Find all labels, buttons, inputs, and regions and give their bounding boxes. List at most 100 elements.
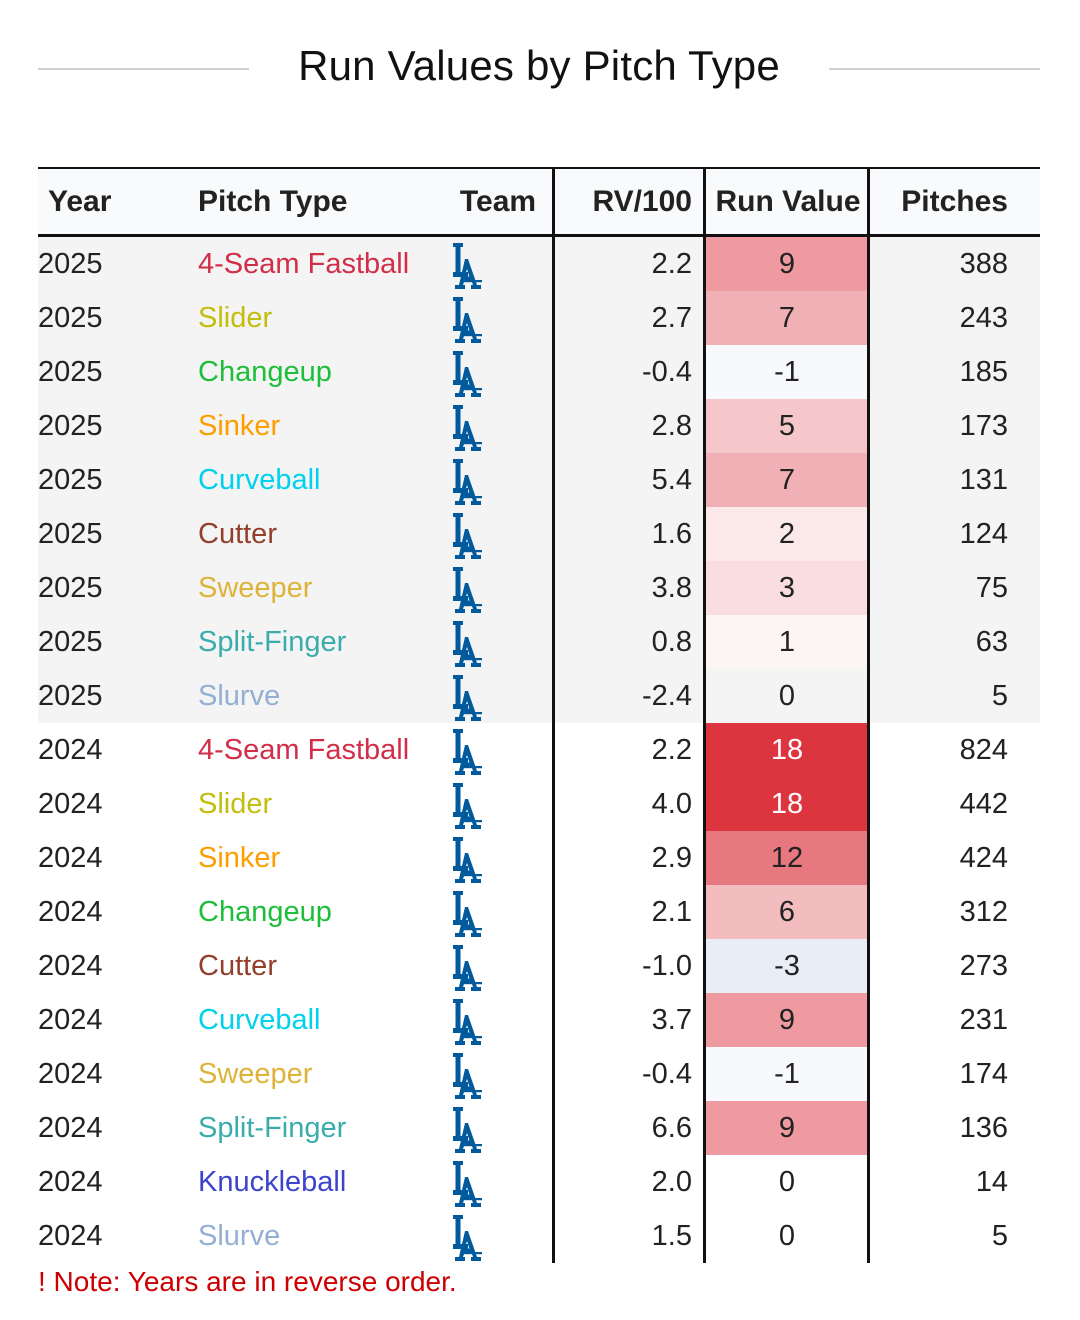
column-divider-run-value	[703, 169, 706, 1263]
table-row: 2025 Slider 2.7 7 243	[38, 291, 1040, 345]
cell-run-value: 3	[706, 561, 868, 615]
cell-run-value: -3	[706, 939, 868, 993]
cell-run-value: -1	[706, 345, 868, 399]
table-row: 2025 Split-Finger 0.8 1 63	[38, 615, 1040, 669]
table-row: 2024 Slurve 1.5 0 5	[38, 1209, 1040, 1263]
header-run-value[interactable]: Run Value	[715, 185, 861, 218]
cell-pitch-type: Slider	[198, 302, 273, 334]
cell-year: 2025	[38, 302, 103, 334]
chart-title: Run Values by Pitch Type	[298, 42, 780, 89]
reverse-order-note: ! Note: Years are in reverse order.	[38, 1266, 457, 1297]
table-top-rule	[38, 167, 1040, 169]
cell-pitch-type: Sinker	[198, 842, 281, 874]
cell-pitch-type: 4-Seam Fastball	[198, 734, 410, 766]
table-row: 2025 Slurve -2.4 0 5	[38, 669, 1040, 723]
cell-year: 2024	[38, 788, 103, 820]
cell-pitches: 136	[959, 1112, 1008, 1144]
table-row: 2024 Changeup 2.1 6 312	[38, 885, 1040, 939]
cell-run-value: 5	[706, 399, 868, 453]
cell-rv100: 2.1	[651, 896, 692, 928]
cell-year: 2024	[38, 1058, 103, 1090]
cell-rv100: 2.9	[651, 842, 692, 874]
title-rule-left	[38, 68, 249, 70]
cell-run-value: 6	[706, 885, 868, 939]
cell-rv100: 1.5	[651, 1220, 692, 1252]
cell-pitch-type: Slider	[198, 788, 273, 820]
table-row: 2025 Sweeper 3.8 3 75	[38, 561, 1040, 615]
la-dodgers-logo-icon	[446, 402, 488, 452]
table-row: 2025 4-Seam Fastball 2.2 9 388	[38, 237, 1040, 291]
cell-rv100: 2.7	[651, 302, 692, 334]
cell-pitches: 824	[959, 734, 1008, 766]
table-row: 2025 Cutter 1.6 2 124	[38, 507, 1040, 561]
la-dodgers-logo-icon	[446, 780, 488, 830]
la-dodgers-logo-icon	[446, 1050, 488, 1100]
cell-run-value: 7	[706, 291, 868, 345]
title-rule-right	[829, 68, 1040, 70]
cell-pitch-type: Cutter	[198, 518, 277, 550]
title-row: Run Values by Pitch Type	[38, 36, 1040, 102]
table-row: 2024 Sinker 2.9 12 424	[38, 831, 1040, 885]
table-row: 2024 4-Seam Fastball 2.2 18 824	[38, 723, 1040, 777]
cell-year: 2025	[38, 248, 103, 280]
cell-rv100: 4.0	[651, 788, 692, 820]
cell-rv100: 2.0	[651, 1166, 692, 1198]
column-divider-pitches	[867, 169, 870, 1263]
cell-run-value: 18	[706, 723, 868, 777]
la-dodgers-logo-icon	[446, 888, 488, 938]
cell-run-value: 1	[706, 615, 868, 669]
cell-run-value: 9	[706, 993, 868, 1047]
cell-run-value: 18	[706, 777, 868, 831]
cell-rv100: 0.8	[651, 626, 692, 658]
cell-rv100: 2.2	[651, 734, 692, 766]
cell-pitches: 14	[975, 1166, 1008, 1198]
la-dodgers-logo-icon	[446, 618, 488, 668]
cell-run-value: 2	[706, 507, 868, 561]
header-rv100[interactable]: RV/100	[592, 185, 692, 218]
cell-year: 2024	[38, 950, 103, 982]
cell-rv100: -0.4	[642, 1058, 692, 1090]
cell-rv100: 2.2	[651, 248, 692, 280]
cell-rv100: 5.4	[651, 464, 692, 496]
cell-rv100: 2.8	[651, 410, 692, 442]
cell-pitch-type: Slurve	[198, 1220, 281, 1252]
cell-year: 2024	[38, 1004, 103, 1036]
header-pitches[interactable]: Pitches	[901, 185, 1008, 218]
cell-rv100: 1.6	[651, 518, 692, 550]
la-dodgers-logo-icon	[446, 348, 488, 398]
cell-year: 2024	[38, 734, 103, 766]
header-pitch-type[interactable]: Pitch Type	[198, 185, 348, 218]
cell-pitches: 231	[959, 1004, 1008, 1036]
la-dodgers-logo-icon	[446, 564, 488, 614]
cell-pitch-type: Slurve	[198, 680, 281, 712]
cell-pitches: 174	[959, 1058, 1008, 1090]
table-row: 2024 Split-Finger 6.6 9 136	[38, 1101, 1040, 1155]
cell-run-value: 0	[778, 1220, 796, 1252]
table-header: Year Pitch Type Team RV/100 Run Value Pi…	[38, 169, 1040, 235]
table-row: 2024 Knuckleball 2.0 0 14	[38, 1155, 1040, 1209]
la-dodgers-logo-icon	[446, 942, 488, 992]
cell-pitches: 312	[959, 896, 1008, 928]
header-rule	[38, 234, 1040, 237]
cell-pitches: 424	[959, 842, 1008, 874]
cell-pitches: 388	[959, 248, 1008, 280]
cell-year: 2025	[38, 410, 103, 442]
cell-pitch-type: Sweeper	[198, 1058, 313, 1090]
cell-pitches: 131	[959, 464, 1008, 496]
cell-year: 2025	[38, 680, 103, 712]
cell-run-value: 0	[778, 1166, 796, 1198]
la-dodgers-logo-icon	[446, 1212, 488, 1262]
cell-pitch-type: Split-Finger	[198, 1112, 347, 1144]
cell-run-value: -1	[706, 1047, 868, 1101]
cell-run-value: 0	[778, 680, 796, 712]
cell-pitch-type: 4-Seam Fastball	[198, 248, 410, 280]
cell-pitches: 273	[959, 950, 1008, 982]
cell-pitches: 243	[959, 302, 1008, 334]
la-dodgers-logo-icon	[446, 294, 488, 344]
cell-pitches: 75	[975, 572, 1008, 604]
header-team[interactable]: Team	[459, 185, 537, 218]
la-dodgers-logo-icon	[446, 1158, 488, 1208]
cell-run-value: 9	[706, 237, 868, 291]
header-year[interactable]: Year	[48, 185, 112, 218]
cell-pitches: 5	[991, 1220, 1008, 1252]
